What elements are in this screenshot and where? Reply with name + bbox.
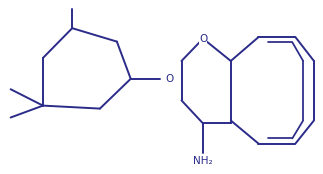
Text: O: O (199, 34, 207, 44)
Text: NH₂: NH₂ (193, 156, 213, 166)
Text: O: O (165, 74, 173, 84)
